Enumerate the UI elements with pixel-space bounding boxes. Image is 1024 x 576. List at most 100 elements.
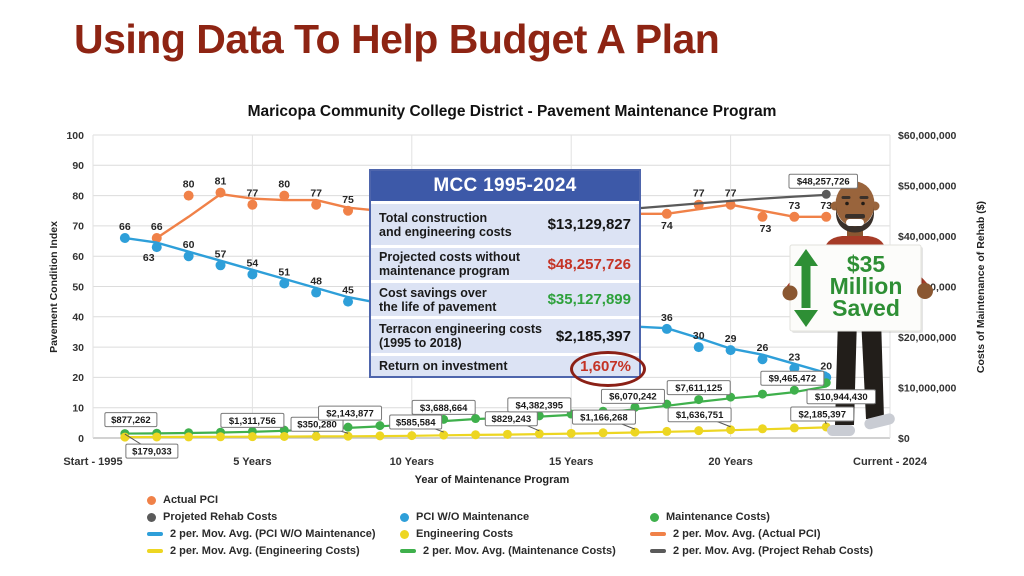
data-point-label: 77	[310, 188, 322, 200]
cost-label: $2,143,877	[318, 405, 383, 421]
cost-label-box	[760, 370, 825, 386]
person-right-hand	[917, 283, 933, 299]
cost-label-text: $179,033	[132, 446, 172, 457]
cost-label: $585,584	[389, 414, 444, 433]
data-point-dot	[693, 342, 704, 353]
data-point-label: 51	[278, 266, 290, 278]
legend-marker-orange-line	[650, 532, 666, 536]
data-point-label: 73	[760, 223, 772, 235]
cost-label-text: $350,280	[297, 420, 337, 431]
sign-text-line: Saved	[832, 295, 900, 321]
left-axis-title: Pavement Condition Index	[48, 221, 60, 353]
data-point-label: 77	[725, 188, 737, 200]
data-point-dot	[119, 233, 130, 244]
mcc-table-row-3: Terracon engineering costs (1995 to 2018…	[371, 316, 639, 353]
pci-tick-label: 20	[72, 372, 84, 384]
roi-circle-annotation	[570, 350, 646, 387]
legend-item-2-per-mov-avg-actual-pci: 2 per. Mov. Avg. (Actual PCI)	[650, 528, 821, 540]
mcc-row-value: 1,607%	[570, 350, 646, 387]
cost-label: $6,070,242	[600, 388, 665, 404]
cost-label-text: $1,311,756	[229, 416, 276, 427]
x-tick-label: 20 Years	[708, 456, 752, 468]
slide-title: Using Data To Help Budget A Plan	[74, 16, 720, 62]
sign-arrow-up	[794, 249, 818, 266]
legend-marker-green-line	[400, 549, 416, 553]
data-point-dot	[630, 427, 640, 437]
legend-item-2-per-mov-avg-pci-w-o-maintenance: 2 per. Mov. Avg. (PCI W/O Maintenance)	[147, 528, 376, 540]
data-point-label: 45	[342, 285, 354, 297]
data-point-dot	[439, 430, 449, 440]
data-point-label: 20	[820, 360, 832, 372]
legend-marker-yellow-line	[147, 549, 163, 553]
mcc-row-value: $35,127,899	[547, 291, 631, 308]
data-point-dot	[661, 323, 672, 334]
cost-label-text: $4,382,395	[516, 400, 564, 411]
cost-label-box	[666, 380, 731, 396]
legend-label: Engineering Costs	[416, 528, 514, 540]
data-point-dot	[471, 414, 481, 424]
data-point-dot	[821, 211, 832, 222]
pci-tick-label: 40	[72, 312, 84, 324]
data-point-label: 48	[310, 276, 322, 288]
cost-label: $1,311,756	[220, 412, 285, 428]
data-point-dot	[375, 421, 385, 431]
mcc-table-row-1: Projected costs without maintenance prog…	[371, 245, 639, 280]
data-point-dot	[279, 431, 289, 441]
pci-tick-label: 30	[72, 342, 84, 354]
data-point-dot	[757, 354, 768, 365]
data-point-dot	[151, 242, 162, 253]
data-point-label: 66	[151, 221, 163, 233]
legend-item-maintenance-costs: Maintenance Costs)	[650, 511, 770, 523]
x-tick-label: Start - 1995	[63, 456, 122, 468]
data-point-label: 30	[693, 330, 705, 342]
data-point-dot	[216, 432, 226, 442]
x-tick-label: 10 Years	[390, 456, 434, 468]
cost-label-box	[389, 414, 443, 430]
person-mustache	[845, 214, 865, 219]
cost-label: $350,280	[290, 416, 349, 434]
legend-item-engineering-costs: Engineering Costs	[400, 528, 513, 540]
data-point-dot	[183, 190, 194, 201]
data-point-dot	[694, 395, 704, 405]
data-point-label: 81	[215, 176, 227, 188]
legend-marker-green-dot	[650, 512, 659, 522]
person-left-eyebrow	[841, 196, 851, 199]
cost-label-text: $7,611,125	[675, 383, 723, 394]
cost-tick-label: $10,000,000	[898, 382, 957, 394]
legend-marker-orange-dot	[147, 495, 156, 505]
data-point-dot	[757, 389, 767, 399]
legend-label: Actual PCI	[163, 494, 219, 506]
cost-labels: $877,262 $179,033 $1,311,756 $350,280$2,143…	[104, 173, 876, 459]
cost-label: $1,636,751	[667, 407, 732, 428]
cost-label: $10,944,430	[806, 389, 876, 405]
cost-label-text: $10,944,430	[815, 392, 868, 403]
data-point-label: 63	[143, 252, 155, 264]
data-point-label: 23	[789, 351, 801, 363]
legend-label: 2 per. Mov. Avg. (Maintenance Costs)	[423, 545, 616, 557]
data-point-dot	[502, 429, 512, 439]
data-point-label: 57	[215, 248, 227, 260]
chart-title: Maricopa Community College District - Pa…	[247, 103, 777, 120]
pci-tick-label: 60	[72, 251, 84, 263]
person-beard	[836, 206, 874, 233]
legend-marker-yellow-dot	[400, 529, 409, 539]
cost-label-text: $6,070,242	[609, 392, 657, 403]
pci-tick-label: 90	[72, 160, 84, 172]
data-point-dot	[152, 432, 162, 442]
cost-label-text: $585,584	[396, 417, 436, 428]
data-point-label: 80	[278, 179, 290, 191]
cost-label-text: $3,688,664	[420, 403, 468, 414]
data-point-label: 73	[820, 200, 832, 212]
cost-label-text: $829,243	[492, 414, 532, 425]
sign-text-line: $35	[847, 251, 886, 277]
cost-label-text: $48,257,726	[797, 177, 850, 188]
series-engineering	[120, 422, 831, 442]
data-point-label: 74	[661, 220, 673, 232]
legend-marker-gray-line	[650, 549, 666, 553]
data-point-label: 36	[661, 312, 673, 324]
legend-item-2-per-mov-avg-engineering-costs: 2 per. Mov. Avg. (Engineering Costs)	[147, 545, 360, 557]
cost-label-text: $2,185,397	[798, 409, 846, 420]
data-point-dot	[247, 199, 258, 210]
